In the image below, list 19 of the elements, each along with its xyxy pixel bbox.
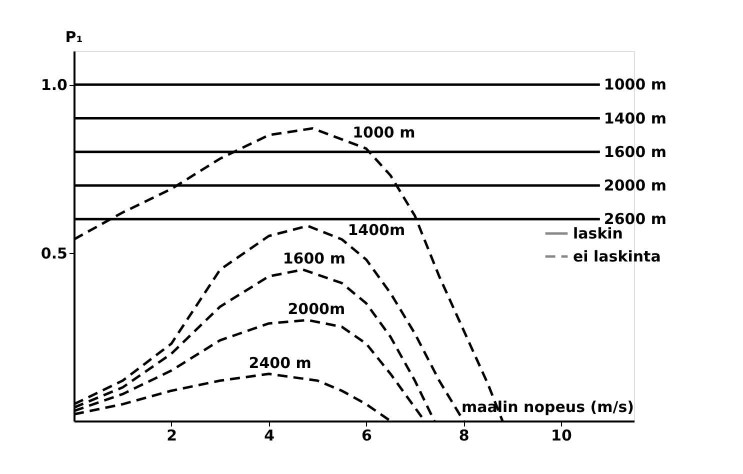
series-label: 1000 m [352,123,416,142]
series-label: 1400m [348,220,406,239]
series-label: 1600 m [282,250,346,268]
x-tick-label: 2 [166,426,178,444]
series-label: 1000 m [604,76,667,94]
y-axis-title: P₁ [65,28,83,46]
x-axis-title: maalin nopeus (m/s) [461,398,634,416]
x-tick-label: 10 [551,426,572,444]
x-tick-label: 6 [361,426,372,444]
series-label: 2000 m [604,176,667,195]
y-tick-label: 0.5 [40,244,68,262]
annotation: ei laskinta [573,248,661,266]
series-label: 2400 m [248,354,312,372]
series-label: 2000m [288,300,346,318]
series-label: 1600 m [604,142,667,161]
x-tick-label: 4 [264,426,274,444]
y-tick-label: 1.0 [40,76,68,94]
x-tick-label: 8 [458,426,470,444]
series-label: 1400 m [604,109,667,128]
